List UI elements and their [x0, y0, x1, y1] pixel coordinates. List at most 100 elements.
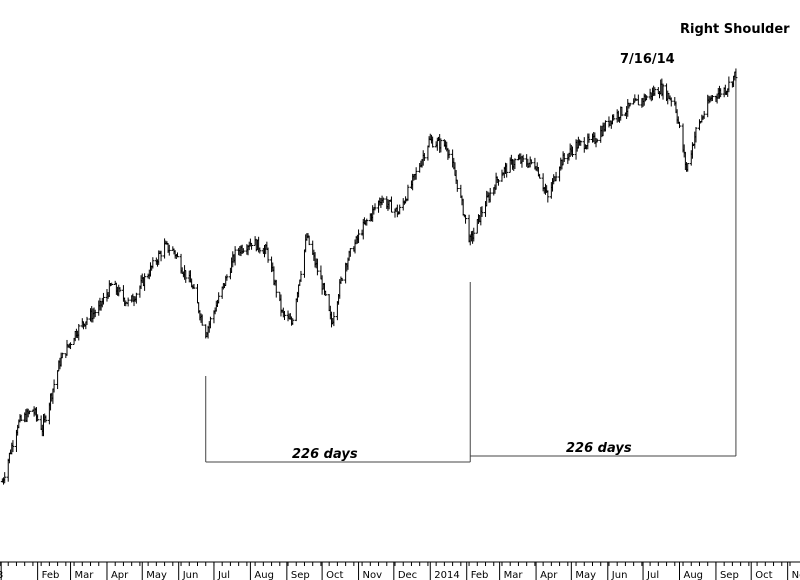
axis-month-label: Jul	[217, 570, 230, 580]
price-bar	[27, 410, 31, 415]
price-bar	[587, 133, 591, 143]
price-bar	[719, 88, 723, 98]
axis-month-label: Sep	[291, 570, 310, 580]
price-bar	[299, 270, 303, 282]
price-bar	[710, 95, 714, 102]
price-bar	[636, 94, 640, 106]
price-bar	[60, 352, 64, 359]
axis-month-label: Nov	[363, 570, 383, 580]
price-bar	[464, 214, 468, 224]
price-bar	[143, 273, 147, 291]
price-bars	[0, 68, 738, 485]
price-bar	[579, 140, 583, 146]
price-bar	[302, 249, 306, 278]
axis-month-label: Feb	[42, 570, 60, 580]
price-bar	[554, 171, 558, 182]
price-bar	[110, 282, 114, 286]
price-bar	[505, 163, 509, 178]
price-bar	[241, 248, 245, 254]
price-bar	[324, 290, 328, 296]
price-bar	[381, 197, 385, 203]
price-bar	[620, 106, 624, 117]
span-2-label: 226 days	[566, 441, 632, 456]
price-bar	[56, 370, 60, 390]
price-bar	[151, 257, 155, 269]
price-bar	[496, 179, 500, 186]
axis-month-label: Oct	[326, 570, 343, 580]
price-bar	[167, 244, 171, 256]
price-bar	[291, 318, 295, 325]
price-bar	[500, 169, 504, 182]
price-bar	[538, 173, 542, 179]
price-bar	[3, 472, 7, 484]
price-bar	[439, 138, 443, 153]
price-bar	[217, 292, 221, 304]
axis-month-label: Jun	[611, 570, 628, 580]
price-bar	[697, 119, 701, 131]
axis-month-label: Jul	[646, 570, 659, 580]
price-bar	[44, 415, 48, 423]
price-bar	[332, 311, 336, 327]
peak-date-label: 7/16/14	[620, 52, 675, 67]
price-bar	[727, 76, 731, 93]
price-bar	[93, 309, 97, 318]
price-bar	[266, 247, 270, 263]
price-bar	[101, 292, 105, 305]
price-bar	[521, 154, 525, 163]
price-bar	[192, 283, 196, 289]
axis-month-label: 2014	[434, 570, 459, 580]
day-count-brackets	[205, 78, 737, 463]
price-bar	[307, 235, 311, 246]
price-bar	[208, 316, 212, 329]
price-bar	[19, 414, 23, 422]
price-bar	[414, 167, 418, 180]
axis-month-label: Aug	[254, 570, 274, 580]
axis-month-label: Mar	[75, 570, 95, 580]
price-bar	[250, 242, 254, 250]
price-bar	[571, 146, 575, 157]
axis-month-label: Mar	[504, 570, 524, 580]
price-bar	[233, 246, 237, 266]
price-bar	[488, 187, 492, 203]
price-bar	[472, 227, 476, 242]
price-bar	[225, 274, 229, 281]
axis-month-label: Feb	[471, 570, 489, 580]
price-bar	[340, 277, 344, 282]
price-bar	[645, 95, 649, 101]
axis-month-label: Aug	[683, 570, 703, 580]
price-bar	[603, 120, 607, 132]
price-bar	[480, 206, 484, 217]
right-shoulder-label: Right Shoulder	[680, 22, 790, 37]
price-bar	[595, 138, 599, 143]
price-bar	[562, 152, 566, 162]
axis-month-label: No	[792, 570, 800, 580]
price-bar	[274, 279, 278, 298]
price-bar	[65, 339, 69, 356]
price-bar	[69, 342, 73, 350]
price-bar	[702, 110, 706, 119]
price-bar	[85, 316, 89, 326]
price-bar	[653, 87, 657, 96]
price-bar	[455, 179, 459, 192]
axis-month-label: Apr	[540, 570, 558, 580]
price-bar	[11, 440, 15, 453]
axis-month-label: 3	[0, 570, 3, 580]
price-bar	[118, 287, 122, 293]
x-axis: 3 Feb Mar Apr May Jun Jul Aug Sep Oct Nov Dec 2014 Fe…	[0, 561, 800, 580]
axis-month-label: May	[575, 570, 596, 580]
price-bar	[315, 258, 319, 276]
price-bar	[677, 121, 681, 129]
axis-month-label: Oct	[755, 570, 772, 580]
price-bar	[398, 204, 402, 215]
price-bar	[176, 252, 180, 258]
price-bar	[661, 83, 665, 100]
axis-month-label: Sep	[720, 570, 739, 580]
price-bar	[529, 159, 533, 165]
price-bar	[669, 97, 673, 107]
price-bar	[513, 158, 517, 170]
span-1-label: 226 days	[292, 447, 358, 462]
price-bar	[612, 114, 616, 121]
price-bar	[184, 270, 188, 283]
price-bar	[200, 314, 204, 326]
price-bar	[373, 203, 377, 211]
